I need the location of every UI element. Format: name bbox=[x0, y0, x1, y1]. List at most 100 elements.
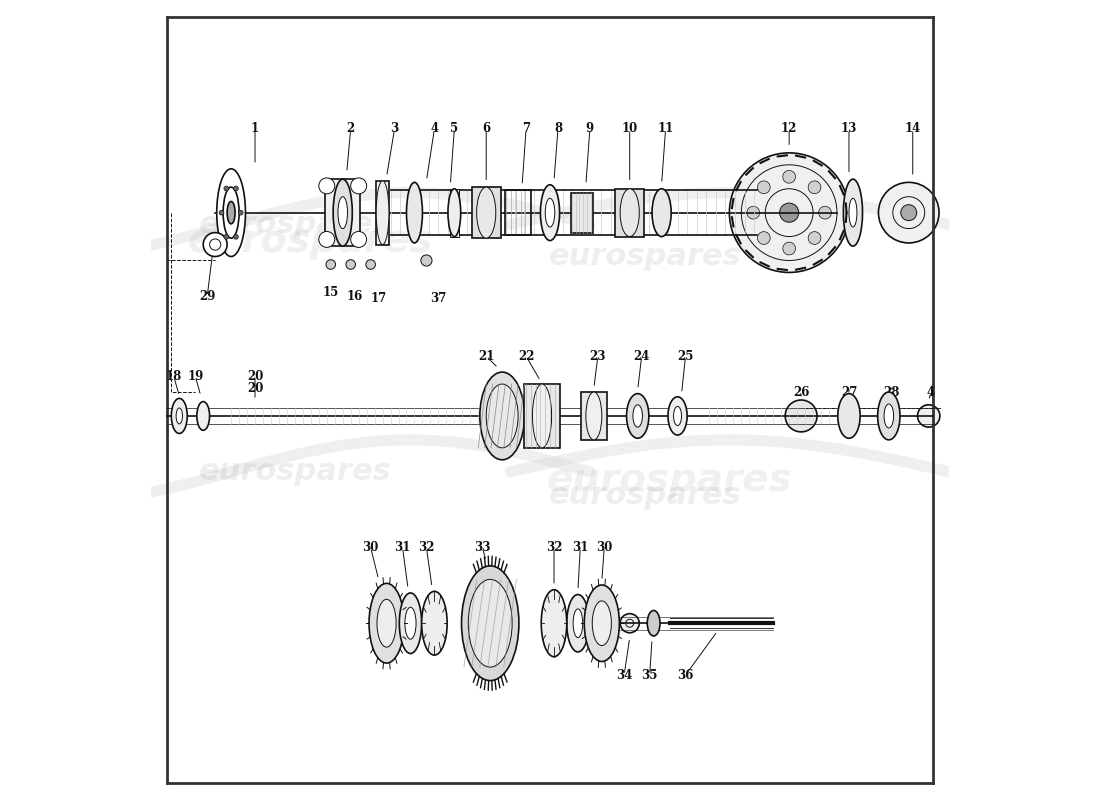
Bar bbox=[450, 189, 459, 237]
Bar bbox=[525, 384, 560, 448]
Text: 34: 34 bbox=[616, 669, 632, 682]
Ellipse shape bbox=[333, 179, 352, 246]
Text: 20: 20 bbox=[246, 382, 263, 394]
Ellipse shape bbox=[224, 234, 229, 239]
Text: 35: 35 bbox=[641, 669, 658, 682]
Text: 31: 31 bbox=[572, 541, 588, 554]
Ellipse shape bbox=[351, 231, 366, 247]
Ellipse shape bbox=[421, 591, 448, 655]
Ellipse shape bbox=[351, 178, 366, 194]
Ellipse shape bbox=[486, 384, 518, 448]
Circle shape bbox=[326, 260, 336, 270]
Text: 5: 5 bbox=[450, 122, 459, 135]
Ellipse shape bbox=[878, 392, 900, 440]
Circle shape bbox=[879, 182, 939, 243]
Ellipse shape bbox=[632, 405, 642, 427]
Ellipse shape bbox=[546, 198, 554, 227]
Text: 30: 30 bbox=[362, 541, 378, 554]
Text: 17: 17 bbox=[371, 292, 387, 306]
Circle shape bbox=[758, 181, 770, 194]
Text: 7: 7 bbox=[522, 122, 530, 135]
Text: 11: 11 bbox=[658, 122, 673, 135]
Ellipse shape bbox=[319, 231, 334, 247]
Ellipse shape bbox=[469, 579, 513, 667]
Text: 14: 14 bbox=[904, 122, 921, 135]
Circle shape bbox=[780, 203, 799, 222]
Ellipse shape bbox=[838, 394, 860, 438]
Text: 19: 19 bbox=[187, 370, 204, 382]
Ellipse shape bbox=[239, 210, 243, 215]
Ellipse shape bbox=[219, 210, 224, 215]
Text: 8: 8 bbox=[554, 122, 562, 135]
Ellipse shape bbox=[586, 392, 602, 440]
Circle shape bbox=[729, 153, 849, 273]
Ellipse shape bbox=[176, 408, 183, 424]
Text: 23: 23 bbox=[590, 350, 606, 362]
Circle shape bbox=[366, 260, 375, 270]
Text: 2: 2 bbox=[346, 122, 355, 135]
Ellipse shape bbox=[448, 189, 461, 237]
Text: 22: 22 bbox=[518, 350, 535, 362]
Ellipse shape bbox=[476, 187, 496, 238]
Circle shape bbox=[818, 206, 832, 219]
Ellipse shape bbox=[217, 169, 245, 257]
Ellipse shape bbox=[233, 234, 239, 239]
Circle shape bbox=[620, 614, 639, 633]
Text: 20: 20 bbox=[246, 370, 263, 382]
Text: eurospares: eurospares bbox=[198, 210, 392, 239]
Text: 9: 9 bbox=[586, 122, 594, 135]
Text: 31: 31 bbox=[394, 541, 410, 554]
Text: 6: 6 bbox=[482, 122, 491, 135]
Text: eurospares: eurospares bbox=[549, 242, 742, 271]
Text: 15: 15 bbox=[322, 286, 339, 299]
Ellipse shape bbox=[376, 181, 389, 245]
Ellipse shape bbox=[462, 566, 519, 681]
Ellipse shape bbox=[592, 601, 612, 646]
Circle shape bbox=[808, 181, 821, 194]
Ellipse shape bbox=[227, 202, 235, 224]
Ellipse shape bbox=[405, 607, 416, 639]
Text: eurospares: eurospares bbox=[188, 222, 433, 259]
Ellipse shape bbox=[407, 182, 422, 243]
Text: 16: 16 bbox=[346, 290, 363, 303]
Ellipse shape bbox=[368, 583, 404, 663]
Ellipse shape bbox=[172, 398, 187, 434]
Text: 26: 26 bbox=[793, 386, 810, 398]
Ellipse shape bbox=[627, 394, 649, 438]
Ellipse shape bbox=[223, 187, 239, 238]
Text: 21: 21 bbox=[478, 350, 494, 362]
Bar bbox=[571, 193, 593, 233]
Circle shape bbox=[783, 170, 795, 183]
Text: 10: 10 bbox=[621, 122, 638, 135]
Circle shape bbox=[758, 232, 770, 244]
Text: eurospares: eurospares bbox=[198, 458, 392, 486]
Ellipse shape bbox=[204, 233, 227, 257]
Ellipse shape bbox=[532, 384, 551, 448]
Ellipse shape bbox=[224, 186, 229, 191]
Ellipse shape bbox=[197, 402, 210, 430]
Text: 32: 32 bbox=[418, 541, 434, 554]
Circle shape bbox=[808, 232, 821, 244]
Bar bbox=[615, 189, 645, 237]
Ellipse shape bbox=[480, 372, 525, 460]
Circle shape bbox=[421, 255, 432, 266]
Circle shape bbox=[345, 260, 355, 270]
Text: eurospares: eurospares bbox=[549, 481, 742, 510]
Text: 18: 18 bbox=[166, 370, 182, 382]
Text: 37: 37 bbox=[430, 292, 447, 306]
Text: 27: 27 bbox=[840, 386, 857, 398]
Text: 3: 3 bbox=[390, 122, 398, 135]
Ellipse shape bbox=[584, 585, 619, 662]
Text: 29: 29 bbox=[199, 290, 216, 303]
Text: 25: 25 bbox=[678, 350, 694, 362]
Ellipse shape bbox=[573, 609, 583, 638]
Circle shape bbox=[901, 205, 916, 221]
Circle shape bbox=[783, 242, 795, 255]
Ellipse shape bbox=[884, 404, 893, 428]
Ellipse shape bbox=[377, 599, 396, 647]
Ellipse shape bbox=[540, 185, 560, 241]
Text: 33: 33 bbox=[474, 541, 491, 554]
Ellipse shape bbox=[647, 610, 660, 636]
Circle shape bbox=[747, 206, 760, 219]
Text: eurospares: eurospares bbox=[547, 461, 792, 498]
